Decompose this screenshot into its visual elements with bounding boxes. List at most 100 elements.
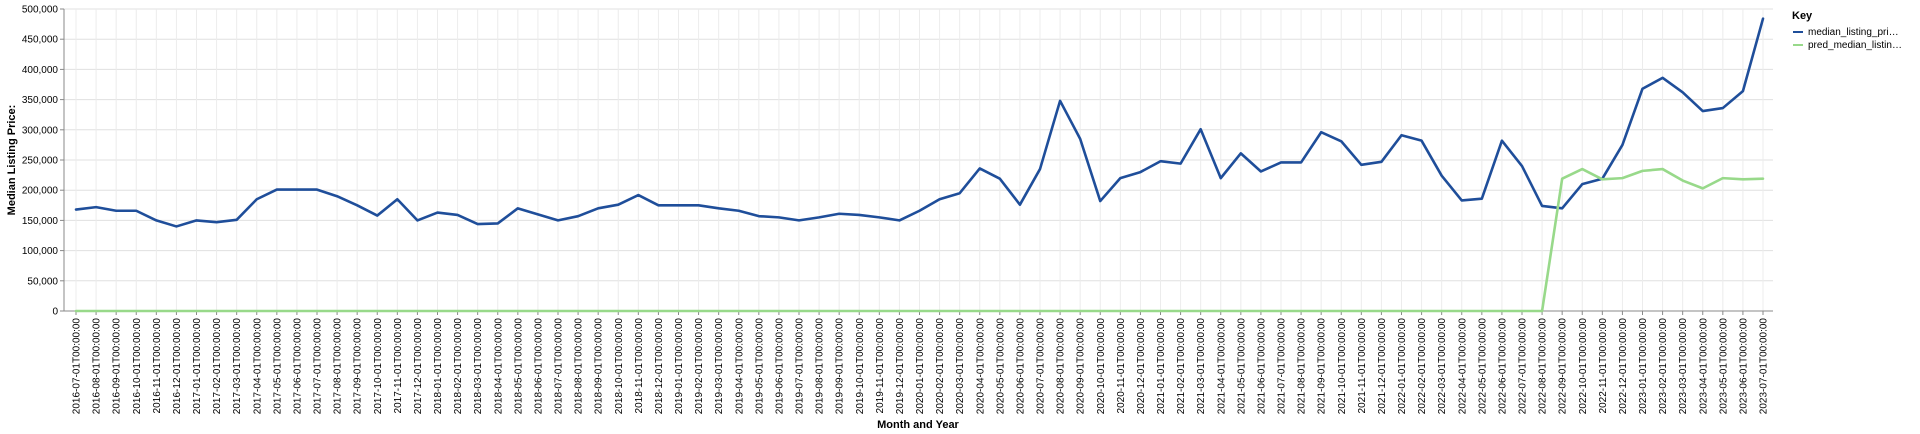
x-tick-label: 2022-10-01T00:00:00 (1578, 318, 1589, 415)
x-tick-label: 2016-12-01T00:00:00 (172, 318, 183, 415)
x-tick-label: 2020-11-01T00:00:00 (1116, 318, 1127, 414)
x-tick-label: 2017-10-01T00:00:00 (373, 318, 384, 415)
x-tick-label: 2017-03-01T00:00:00 (232, 318, 243, 415)
x-tick-label: 2020-06-01T00:00:00 (1015, 318, 1026, 415)
x-tick-label: 2020-12-01T00:00:00 (1136, 318, 1147, 415)
x-tick-label: 2018-12-01T00:00:00 (654, 318, 665, 415)
x-tick-label: 2018-03-01T00:00:00 (473, 318, 484, 415)
series-line-median-listing-pri (74, 17, 1765, 228)
series-line-pred-median-listin (74, 167, 1765, 313)
x-tick-label: 2017-05-01T00:00:00 (272, 318, 283, 415)
y-tick-label: 350,000 (22, 95, 59, 106)
x-axis-title: Month and Year (877, 419, 959, 431)
x-tick-label: 2019-12-01T00:00:00 (895, 318, 906, 415)
x-tick-label: 2023-02-01T00:00:00 (1658, 318, 1669, 415)
gridlines (64, 8, 1773, 312)
y-tick-label: 50,000 (27, 276, 58, 287)
x-tick-label: 2021-03-01T00:00:00 (1196, 318, 1207, 415)
x-tick-label: 2018-11-01T00:00:00 (634, 318, 645, 414)
x-tick-label: 2019-07-01T00:00:00 (795, 318, 806, 415)
x-tick-label: 2016-09-01T00:00:00 (112, 318, 123, 415)
x-tick-label: 2019-10-01T00:00:00 (855, 318, 866, 415)
x-tick-label: 2022-11-01T00:00:00 (1598, 318, 1609, 414)
x-axis-ticks: 2016-07-01T00:00:00 2016-08-01T00:00:00 20… (72, 311, 1770, 414)
x-tick-label: 2022-08-01T00:00:00 (1538, 318, 1549, 415)
y-tick-label: 0 (52, 307, 58, 318)
x-tick-label: 2021-06-01T00:00:00 (1256, 318, 1267, 415)
x-tick-label: 2020-02-01T00:00:00 (935, 318, 946, 415)
x-tick-label: 2018-08-01T00:00:00 (574, 318, 585, 415)
x-tick-label: 2018-04-01T00:00:00 (493, 318, 504, 415)
x-tick-label: 2022-02-01T00:00:00 (1417, 318, 1428, 415)
x-tick-label: 2021-10-01T00:00:00 (1337, 318, 1348, 415)
x-tick-label: 2019-02-01T00:00:00 (694, 318, 705, 415)
x-tick-label: 2023-01-01T00:00:00 (1638, 318, 1649, 415)
x-tick-label: 2019-09-01T00:00:00 (835, 318, 846, 415)
x-tick-label: 2020-08-01T00:00:00 (1056, 318, 1067, 415)
x-tick-label: 2016-08-01T00:00:00 (92, 318, 103, 415)
x-tick-label: 2022-03-01T00:00:00 (1437, 318, 1448, 415)
legend-label-pred-median-listing-price: pred_median_listin… (1808, 40, 1902, 51)
x-tick-label: 2021-09-01T00:00:00 (1317, 318, 1328, 415)
x-tick-label: 2018-10-01T00:00:00 (614, 318, 625, 415)
x-tick-label: 2018-09-01T00:00:00 (594, 318, 605, 415)
x-tick-label: 2020-09-01T00:00:00 (1076, 318, 1087, 415)
x-tick-label: 2019-06-01T00:00:00 (774, 318, 785, 415)
y-tick-label: 100,000 (22, 246, 59, 257)
y-axis-title: Median Listing Price: (6, 105, 18, 216)
x-tick-label: 2021-04-01T00:00:00 (1216, 318, 1227, 415)
x-tick-label: 2019-08-01T00:00:00 (815, 318, 826, 415)
x-tick-label: 2019-01-01T00:00:00 (674, 318, 685, 415)
x-tick-label: 2018-02-01T00:00:00 (453, 318, 464, 415)
x-tick-label: 2022-07-01T00:00:00 (1518, 318, 1529, 415)
x-tick-label: 2021-07-01T00:00:00 (1277, 318, 1288, 415)
y-tick-label: 300,000 (22, 125, 59, 136)
y-tick-label: 450,000 (22, 35, 59, 46)
legend-title: Key (1792, 10, 1813, 22)
x-tick-label: 2020-05-01T00:00:00 (995, 318, 1006, 415)
legend: Key median_listing_pri… pred_median_list… (1792, 10, 1902, 51)
x-tick-label: 2017-04-01T00:00:00 (252, 318, 263, 415)
legend-label-median-listing-price: median_listing_pri… (1808, 27, 1899, 38)
x-tick-label: 2016-10-01T00:00:00 (132, 318, 143, 415)
x-tick-label: 2022-04-01T00:00:00 (1457, 318, 1468, 415)
x-tick-label: 2016-11-01T00:00:00 (152, 318, 163, 414)
x-tick-label: 2017-09-01T00:00:00 (353, 318, 364, 415)
x-tick-label: 2018-07-01T00:00:00 (554, 318, 565, 415)
x-tick-label: 2019-04-01T00:00:00 (734, 318, 745, 415)
x-tick-label: 2022-12-01T00:00:00 (1618, 318, 1629, 415)
x-tick-label: 2023-06-01T00:00:00 (1738, 318, 1749, 415)
x-tick-label: 2020-03-01T00:00:00 (955, 318, 966, 415)
y-tick-label: 150,000 (22, 216, 59, 227)
x-tick-label: 2019-03-01T00:00:00 (714, 318, 725, 415)
x-tick-label: 2020-10-01T00:00:00 (1096, 318, 1107, 415)
y-axis-ticks: 0 50,000 100,000 150,000 200,000 250,000 300,0… (22, 5, 64, 318)
x-tick-label: 2017-06-01T00:00:00 (292, 318, 303, 415)
x-tick-label: 2016-07-01T00:00:00 (72, 318, 83, 415)
y-tick-label: 500,000 (22, 5, 59, 16)
x-tick-label: 2023-03-01T00:00:00 (1678, 318, 1689, 415)
x-tick-label: 2019-05-01T00:00:00 (754, 318, 765, 415)
x-tick-label: 2023-05-01T00:00:00 (1718, 318, 1729, 415)
x-tick-label: 2022-06-01T00:00:00 (1497, 318, 1508, 415)
x-tick-label: 2023-07-01T00:00:00 (1759, 318, 1770, 415)
x-tick-label: 2021-05-01T00:00:00 (1236, 318, 1247, 415)
x-tick-label: 2022-01-01T00:00:00 (1397, 318, 1408, 415)
x-tick-label: 2017-01-01T00:00:00 (192, 318, 203, 415)
x-tick-label: 2021-01-01T00:00:00 (1156, 318, 1167, 415)
x-tick-label: 2017-02-01T00:00:00 (212, 318, 223, 415)
y-tick-label: 250,000 (22, 156, 59, 167)
x-tick-label: 2017-08-01T00:00:00 (333, 318, 344, 415)
x-tick-label: 2018-05-01T00:00:00 (513, 318, 524, 415)
x-tick-label: 2017-07-01T00:00:00 (313, 318, 324, 415)
x-tick-label: 2019-11-01T00:00:00 (875, 318, 886, 414)
series-lines (74, 17, 1765, 313)
x-tick-label: 2017-12-01T00:00:00 (413, 318, 424, 415)
x-tick-label: 2021-12-01T00:00:00 (1377, 318, 1388, 415)
x-tick-label: 2023-04-01T00:00:00 (1698, 318, 1709, 415)
x-tick-label: 2020-01-01T00:00:00 (915, 318, 926, 415)
x-tick-label: 2020-07-01T00:00:00 (1036, 318, 1047, 415)
x-tick-label: 2021-11-01T00:00:00 (1357, 318, 1368, 414)
x-tick-label: 2017-11-01T00:00:00 (393, 318, 404, 414)
